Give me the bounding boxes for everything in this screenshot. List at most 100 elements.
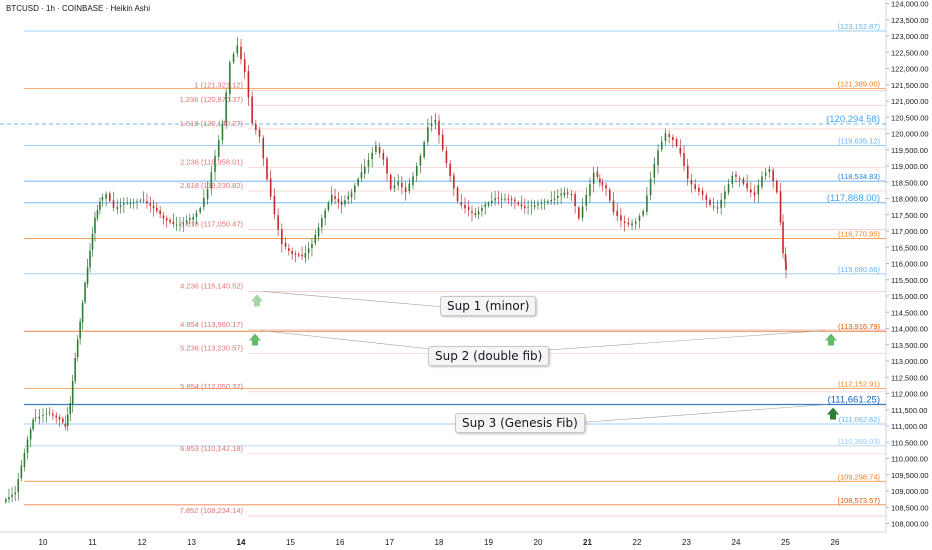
candle-body[interactable] <box>585 194 588 206</box>
candle-body[interactable] <box>412 176 414 186</box>
candle-body[interactable] <box>38 416 41 419</box>
candle-body[interactable] <box>675 139 678 147</box>
candle-body[interactable] <box>401 182 403 188</box>
candle-body[interactable] <box>182 222 185 224</box>
candle-body[interactable] <box>642 211 644 216</box>
candle-body[interactable] <box>520 204 523 207</box>
candle-body[interactable] <box>712 206 715 208</box>
candle-body[interactable] <box>337 198 340 202</box>
candle-body[interactable] <box>500 199 503 200</box>
candle-body[interactable] <box>99 201 101 210</box>
candle-body[interactable] <box>217 140 220 157</box>
candle-body[interactable] <box>634 221 637 224</box>
candle-body[interactable] <box>460 202 463 206</box>
candle-body[interactable] <box>408 183 411 192</box>
candle-body[interactable] <box>481 207 483 211</box>
candle-body[interactable] <box>494 198 496 201</box>
candle-body[interactable] <box>262 137 265 159</box>
candle-body[interactable] <box>517 202 519 205</box>
candle-body[interactable] <box>683 153 685 166</box>
candle-body[interactable] <box>146 201 148 204</box>
candle-body[interactable] <box>199 208 201 213</box>
candle-body[interactable] <box>724 191 726 200</box>
candle-body[interactable] <box>360 172 363 179</box>
candle-body[interactable] <box>761 176 763 187</box>
candle-body[interactable] <box>657 150 659 166</box>
candle-body[interactable] <box>247 71 250 98</box>
candle-body[interactable] <box>165 218 168 221</box>
candle-body[interactable] <box>136 201 138 203</box>
candle-body[interactable] <box>314 234 317 244</box>
candle-body[interactable] <box>192 216 194 220</box>
candle-body[interactable] <box>464 205 466 209</box>
candle-body[interactable] <box>284 242 287 247</box>
candle-body[interactable] <box>449 163 451 177</box>
candle-body[interactable] <box>757 185 760 195</box>
candle-body[interactable] <box>149 203 152 206</box>
candle-body[interactable] <box>596 171 599 177</box>
candle-body[interactable] <box>386 158 388 174</box>
candle-body[interactable] <box>746 183 748 189</box>
candle-body[interactable] <box>731 175 734 184</box>
candle-body[interactable] <box>578 207 580 219</box>
candle-body[interactable] <box>753 192 756 196</box>
candle-body[interactable] <box>206 189 209 200</box>
candle-body[interactable] <box>340 201 343 205</box>
candle-body[interactable] <box>317 227 320 237</box>
candle-body[interactable] <box>84 282 86 303</box>
candle-body[interactable] <box>139 200 142 202</box>
candle-body[interactable] <box>225 92 227 123</box>
candle-body[interactable] <box>668 134 670 138</box>
candle-body[interactable] <box>42 415 44 417</box>
candle-body[interactable] <box>589 184 591 196</box>
candle-body[interactable] <box>427 127 429 143</box>
candle-body[interactable] <box>709 199 711 205</box>
candle-body[interactable] <box>371 152 373 160</box>
candle-body[interactable] <box>142 199 145 201</box>
candle-body[interactable] <box>540 202 543 204</box>
candle-body[interactable] <box>8 497 10 500</box>
candle-body[interactable] <box>363 166 366 174</box>
candle-body[interactable] <box>397 181 399 185</box>
candle-body[interactable] <box>304 253 307 258</box>
candle-body[interactable] <box>45 413 48 415</box>
candle-body[interactable] <box>109 193 111 201</box>
candle-body[interactable] <box>679 147 682 154</box>
candle-body[interactable] <box>48 412 51 414</box>
candle-body[interactable] <box>672 136 674 141</box>
candle-body[interactable] <box>537 204 539 206</box>
candle-body[interactable] <box>404 187 407 193</box>
candle-body[interactable] <box>132 202 135 203</box>
candle-body[interactable] <box>20 465 23 479</box>
support-callout-1[interactable]: Sup 1 (minor) <box>440 296 537 316</box>
candle-body[interactable] <box>764 172 767 176</box>
candle-body[interactable] <box>599 178 601 183</box>
candle-body[interactable] <box>229 62 231 95</box>
candle-body[interactable] <box>105 194 107 199</box>
candle-body[interactable] <box>91 234 94 251</box>
candle-body[interactable] <box>29 429 32 440</box>
candle-body[interactable] <box>471 211 473 214</box>
candle-body[interactable] <box>203 197 205 208</box>
candle-body[interactable] <box>533 205 536 208</box>
candle-body[interactable] <box>557 196 559 199</box>
candle-body[interactable] <box>258 130 261 137</box>
candle-body[interactable] <box>330 194 333 202</box>
candle-body[interactable] <box>11 494 13 497</box>
candle-body[interactable] <box>660 141 663 150</box>
candle-body[interactable] <box>601 182 604 186</box>
candle-body[interactable] <box>297 254 300 256</box>
candle-body[interactable] <box>686 165 689 179</box>
candle-body[interactable] <box>195 212 198 217</box>
candle-body[interactable] <box>664 133 667 141</box>
candle-body[interactable] <box>243 59 246 72</box>
candle-body[interactable] <box>415 166 418 176</box>
candle-body[interactable] <box>112 200 115 208</box>
candle-body[interactable] <box>269 178 272 197</box>
candle-body[interactable] <box>79 321 81 339</box>
candle-body[interactable] <box>784 253 787 262</box>
candle-body[interactable] <box>152 205 155 209</box>
candle-body[interactable] <box>169 219 171 223</box>
candle-body[interactable] <box>116 206 119 209</box>
